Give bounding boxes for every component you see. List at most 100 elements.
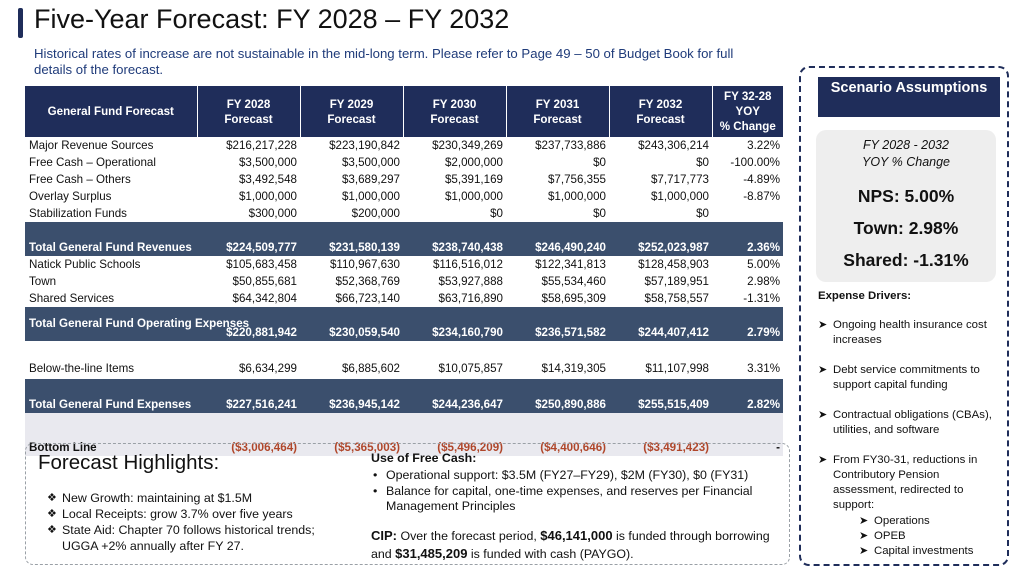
forecast-table: General Fund Forecast FY 2028 Forecast F… (25, 86, 783, 456)
free-cash-title: Use of Free Cash: (371, 451, 477, 465)
value-cell: $7,756,355 (506, 171, 609, 188)
yoy-town: Town: 2.98% (853, 218, 959, 238)
sub-driver-text: Operations (874, 515, 930, 527)
scenario-title: Scenario Assumptions (818, 77, 1000, 117)
value-cell: $0 (609, 205, 712, 222)
yoy-cell: 5.00% (712, 256, 783, 273)
cip-text: Over the forecast period, (397, 529, 541, 543)
value-cell: $2,000,000 (403, 154, 506, 171)
value-cell: $7,717,773 (609, 171, 712, 188)
driver-text: From FY30-31, reductions in Contributory… (833, 454, 978, 511)
cip-borrowing-amount: $46,141,000 (540, 528, 613, 543)
sub-driver-text: OPEB (874, 530, 906, 542)
sub-driver-item: ➤ OPEB (859, 529, 1002, 544)
arrow-bullet-icon: ➤ (818, 319, 828, 331)
yoy-nps: NPS: 5.00% (857, 186, 955, 206)
value-cell: $300,000 (197, 205, 300, 222)
row-label: Natick Public Schools (25, 256, 197, 273)
highlights-title: Forecast Highlights: (38, 451, 220, 474)
value-cell: $244,407,412 (609, 307, 712, 341)
row-label: Bottom Line (25, 429, 197, 456)
value-cell: $50,855,681 (197, 273, 300, 290)
free-cash-list: • Operational support: $3.5M (FY27–FY29),… (371, 468, 771, 515)
arrow-bullet-icon: ➤ (818, 454, 828, 466)
value-cell: $1,000,000 (506, 188, 609, 205)
row-label: Overlay Surplus (25, 188, 197, 205)
value-cell: $1,000,000 (300, 188, 403, 205)
table-row: Free Cash – Operational $3,500,000 $3,500,… (25, 154, 783, 171)
sub-driver-item: ➤ Capital investments (859, 544, 1002, 559)
row-label: Free Cash – Others (25, 171, 197, 188)
value-cell: $58,695,309 (506, 290, 609, 307)
value-cell: $1,000,000 (197, 188, 300, 205)
yoy-cell: 3.31% (712, 341, 783, 379)
value-cell: $0 (403, 205, 506, 222)
arrow-bullet-icon: ➤ (859, 515, 869, 527)
value-cell: $244,236,647 (403, 379, 506, 413)
value-cell: $3,492,548 (197, 171, 300, 188)
expense-drivers-title: Expense Drivers: (818, 290, 912, 302)
driver-item: ➤ Debt service commitments to support cap… (818, 363, 1002, 393)
value-cell: $243,306,214 (609, 137, 712, 154)
column-header: FY 2030 Forecast (402, 86, 506, 137)
value-cell: $66,723,140 (300, 290, 403, 307)
sub-driver-text: Capital investments (874, 545, 974, 557)
highlight-text: State Aid: Chapter 70 follows historical… (62, 523, 315, 553)
bullet-dot-icon: • (373, 468, 378, 482)
highlight-item: ❖ New Growth: maintaining at $1.5M (47, 490, 347, 506)
value-cell: $0 (609, 154, 712, 171)
yoy-cell: -1.31% (712, 290, 783, 307)
yoy-cell: -8.87% (712, 188, 783, 205)
highlight-text: Local Receipts: grow 3.7% over five year… (62, 507, 293, 521)
spacer-cell (300, 413, 403, 429)
spacer-cell (506, 413, 609, 429)
driver-text: Ongoing health insurance cost increases (833, 319, 987, 346)
value-cell: $52,368,769 (300, 273, 403, 290)
driver-text: Contractual obligations (CBAs), utilitie… (833, 409, 992, 436)
row-label: Shared Services (25, 290, 197, 307)
value-cell: $236,571,582 (506, 307, 609, 341)
table-row: Total General Fund Expenses $227,516,241 $… (25, 379, 783, 413)
value-cell: $230,349,269 (403, 137, 506, 154)
value-cell: $116,516,012 (403, 256, 506, 273)
driver-item: ➤ Contractual obligations (CBAs), utiliti… (818, 408, 1002, 438)
yoy-cell (712, 205, 783, 222)
title-accent-bar (18, 8, 23, 38)
value-cell: $14,319,305 (506, 341, 609, 379)
row-label: Stabilization Funds (25, 205, 197, 222)
value-cell: $0 (506, 154, 609, 171)
yoy-cell: - (712, 429, 783, 456)
highlights-list: ❖ New Growth: maintaining at $1.5M ❖ Local… (47, 490, 347, 554)
value-cell: $1,000,000 (403, 188, 506, 205)
yoy-cell: 2.82% (712, 379, 783, 413)
spacer-cell (25, 413, 197, 429)
value-cell: $11,107,998 (609, 341, 712, 379)
cip-paygo-amount: $31,485,209 (395, 546, 468, 561)
spacer-cell (712, 413, 783, 429)
highlights-panel (25, 443, 790, 565)
table-row: Stabilization Funds $300,000 $200,000 $0 $0 $… (25, 205, 783, 222)
value-cell: ($3,006,464) (197, 429, 300, 456)
value-cell: $238,740,438 (403, 222, 506, 256)
value-cell: $220,881,942 (197, 307, 300, 341)
diamond-bullet-icon: ❖ (47, 508, 57, 520)
spacer-cell (403, 413, 506, 429)
value-cell: $128,458,903 (609, 256, 712, 273)
value-cell: ($4,400,646) (506, 429, 609, 456)
value-cell: $64,342,804 (197, 290, 300, 307)
yoy-header: FY 2028 - 2032 YOY % Change (816, 137, 996, 171)
value-cell: $1,000,000 (609, 188, 712, 205)
value-cell: ($3,491,423) (609, 429, 712, 456)
value-cell: $57,189,951 (609, 273, 712, 290)
spacer-cell (609, 413, 712, 429)
value-cell: $58,758,557 (609, 290, 712, 307)
value-cell: $53,927,888 (403, 273, 506, 290)
table-row: Overlay Surplus $1,000,000 $1,000,000 $1,00… (25, 188, 783, 205)
yoy-cell: 2.98% (712, 273, 783, 290)
table-header-row: General Fund Forecast FY 2028 Forecast F… (25, 86, 783, 137)
value-cell: $55,534,460 (506, 273, 609, 290)
table-row: Natick Public Schools $105,683,458 $110,96… (25, 256, 783, 273)
yoy-cell: 2.36% (712, 222, 783, 256)
row-label: Major Revenue Sources (25, 137, 197, 154)
table-row: Below-the-line Items $6,634,299 $6,885,602… (25, 341, 783, 379)
